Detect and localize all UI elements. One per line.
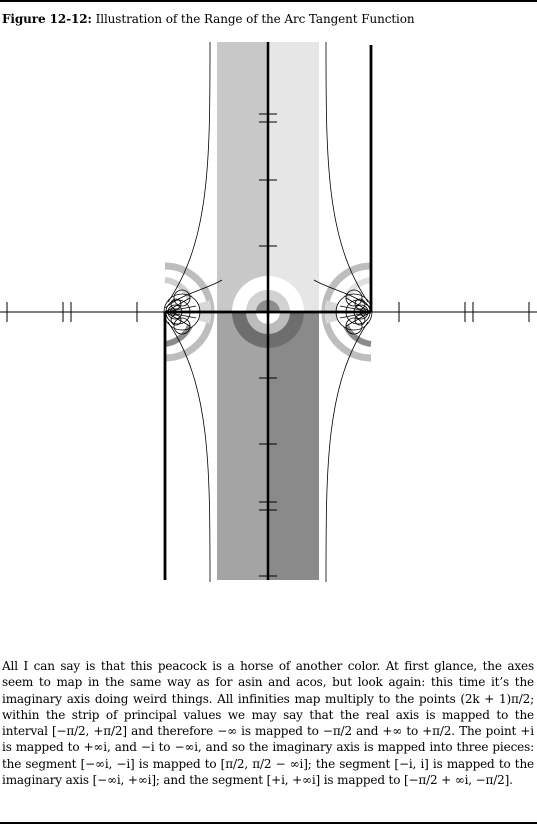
paragraph-text: All I can say is that this peacock is a … [2, 659, 534, 788]
origin-rings [232, 276, 304, 348]
imaginary-axis-ticks [259, 113, 277, 577]
figure-caption: Figure 12-12: Illustration of the Range … [2, 12, 415, 26]
top-rule [0, 0, 537, 2]
strip-upper-right [268, 42, 319, 312]
mapping-curves [164, 41, 372, 583]
strip-lower-right [268, 312, 319, 580]
strip-lower-left [217, 312, 268, 580]
arctan-range-figure [0, 41, 537, 583]
real-axis-ticks [6, 302, 530, 322]
figure-title: Illustration of the Range of the Arc Tan… [95, 12, 415, 26]
body-paragraph: All I can say is that this peacock is a … [2, 658, 534, 788]
mapped-boundaries [163, 45, 373, 580]
bottom-rule [0, 822, 537, 824]
figure-label: Figure 12-12: [2, 12, 92, 26]
strip-upper-left [217, 42, 268, 312]
